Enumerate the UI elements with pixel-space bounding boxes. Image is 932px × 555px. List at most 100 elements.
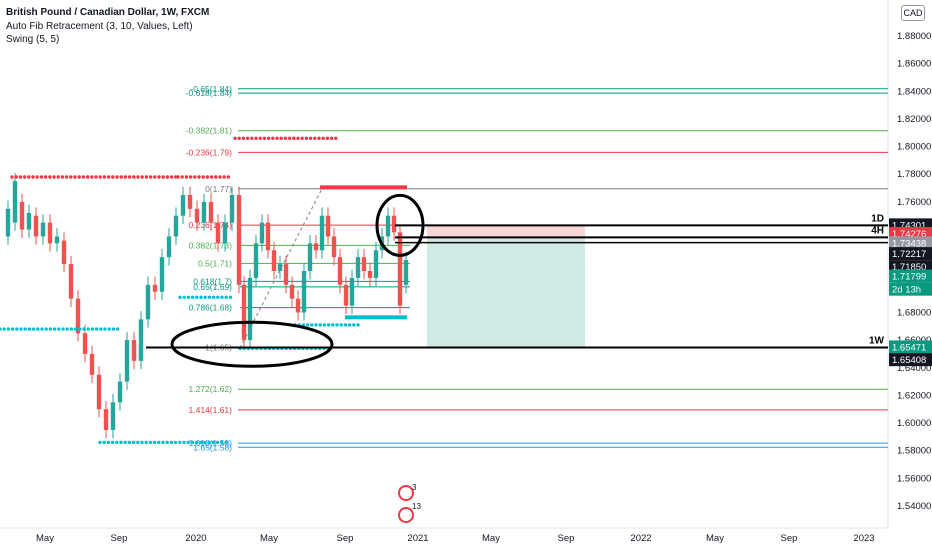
candle-body[interactable] (271, 250, 277, 271)
swing-high-dots (111, 175, 115, 179)
swing-low-dots (102, 440, 106, 445)
swing-high-dots (180, 175, 184, 179)
candle-body[interactable] (373, 250, 379, 278)
candle-body[interactable] (313, 243, 319, 251)
candle-body[interactable] (403, 259, 409, 285)
candle-body[interactable] (222, 222, 228, 244)
swing-high-dots (102, 175, 107, 179)
swing-high-dots (193, 175, 197, 179)
candle-body[interactable] (307, 243, 313, 271)
candle-body[interactable] (54, 236, 60, 244)
candle-body[interactable] (361, 257, 367, 271)
symbol-title[interactable]: British Pound / Canadian Dollar, 1W, FXC… (6, 7, 210, 18)
stop-zone[interactable] (427, 225, 585, 238)
candle-body[interactable] (124, 340, 130, 382)
price-badge-label: 1.74301 (892, 220, 926, 231)
candle-body[interactable] (89, 353, 95, 375)
swing-low-dots (19, 327, 23, 331)
candle-body[interactable] (117, 381, 123, 403)
candle-body[interactable] (319, 215, 325, 251)
swing-low-dots (127, 440, 132, 445)
candle-body[interactable] (40, 222, 46, 237)
candle-body[interactable] (283, 264, 289, 285)
swing-high-dots (115, 175, 119, 179)
candle-body[interactable] (259, 222, 265, 244)
fib-level-label: 1.414(1.61) (189, 405, 233, 415)
swing-high-dots (254, 136, 258, 140)
time-axis-tick: Sep (781, 533, 798, 544)
candle-body[interactable] (103, 409, 109, 430)
swing-high-dots (60, 175, 65, 179)
candle-body[interactable] (166, 236, 172, 258)
candle-body[interactable] (355, 257, 361, 278)
candle-body[interactable] (110, 402, 116, 430)
candle-body[interactable] (385, 215, 391, 237)
indicator-swing[interactable]: Swing (5, 5) (6, 34, 60, 45)
candle-body[interactable] (247, 277, 253, 341)
candle-body[interactable] (349, 277, 355, 306)
swing-low-dots (220, 295, 224, 299)
candle-body[interactable] (201, 201, 207, 223)
swing-high-dots (77, 175, 81, 179)
candle-body[interactable] (61, 240, 67, 265)
candle-body[interactable] (187, 194, 193, 209)
candle-body[interactable] (367, 271, 373, 278)
candle-body[interactable] (265, 222, 271, 251)
candle-body[interactable] (75, 298, 81, 334)
swing-low-dots (211, 295, 216, 299)
swing-low-dots (318, 323, 322, 327)
candle-body[interactable] (208, 201, 214, 223)
swing-low-dots (173, 440, 178, 445)
candle-body[interactable] (173, 215, 179, 237)
candle-body[interactable] (277, 264, 283, 271)
candle-body[interactable] (331, 236, 337, 258)
swing-high-dots (98, 175, 102, 179)
candle-body[interactable] (12, 181, 18, 223)
candle-body[interactable] (47, 222, 53, 244)
swing-low-dots (207, 295, 212, 299)
price-badge-label: 2d 13h (892, 285, 921, 296)
candle-body[interactable] (241, 284, 247, 341)
candle-body[interactable] (229, 194, 235, 223)
event-marker-icon[interactable] (398, 507, 414, 523)
event-marker-icon[interactable] (398, 485, 414, 501)
drawn-circle-highs[interactable] (375, 193, 425, 257)
target-zone[interactable] (427, 237, 585, 348)
candle-body[interactable] (19, 201, 25, 230)
candle-body[interactable] (26, 212, 32, 230)
candle-body[interactable] (180, 194, 186, 216)
swing-low-dots (169, 440, 174, 445)
candle-body[interactable] (391, 215, 397, 233)
indicator-auto-fib[interactable]: Auto Fib Retracement (3, 10, Values, Lef… (6, 20, 193, 32)
candle-body[interactable] (253, 243, 259, 278)
candle-body[interactable] (343, 284, 349, 306)
candle-body[interactable] (82, 333, 88, 354)
price-badge (889, 269, 932, 283)
swing-low-dots (115, 327, 120, 331)
candle-body[interactable] (138, 319, 144, 361)
candle-body[interactable] (215, 222, 221, 244)
candle-body[interactable] (295, 298, 301, 313)
candle-body[interactable] (289, 284, 295, 299)
swing-high-dots (64, 175, 69, 179)
candle-body[interactable] (145, 284, 151, 320)
swing-low-dots (211, 440, 216, 445)
currency-button[interactable]: CAD (901, 5, 925, 21)
swing-low-dots (57, 327, 61, 331)
candle-body[interactable] (159, 257, 165, 292)
candle-body[interactable] (325, 215, 331, 237)
candle-body[interactable] (337, 257, 343, 285)
candle-body[interactable] (5, 208, 11, 237)
candle-body[interactable] (96, 374, 102, 410)
candle-body[interactable] (68, 264, 74, 299)
drawn-circle-lows[interactable] (170, 320, 334, 368)
candle-body[interactable] (33, 215, 39, 237)
candle-body[interactable] (301, 271, 307, 313)
candle-body[interactable] (397, 232, 403, 306)
candle-body[interactable] (131, 340, 137, 361)
candle-body[interactable] (236, 194, 242, 285)
candle-body[interactable] (194, 208, 200, 223)
candle-body[interactable] (152, 284, 158, 292)
